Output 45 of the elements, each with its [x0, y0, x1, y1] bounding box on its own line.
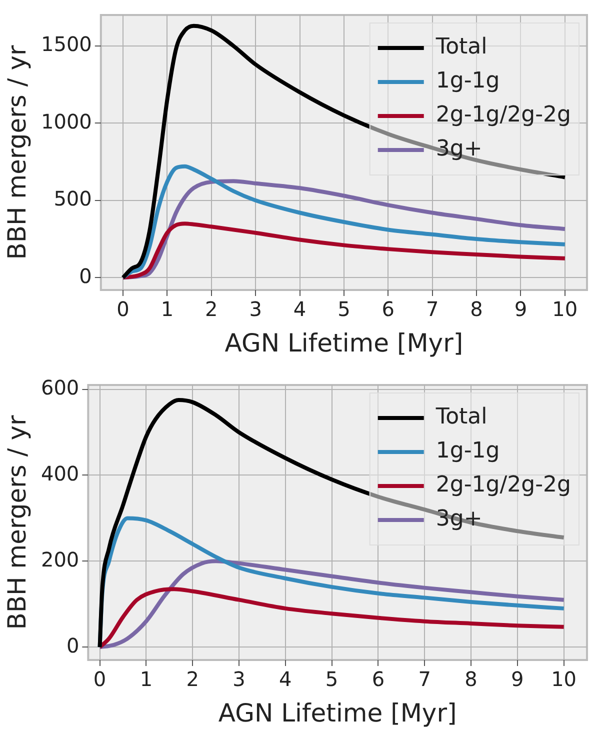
x-tick-label: 7	[418, 667, 431, 692]
line-series	[120, 222, 567, 280]
x-tick-label: 1	[160, 297, 174, 322]
x-axis-title: AGN Lifetime [Myr]	[218, 698, 457, 728]
x-tick-label: 0	[116, 297, 130, 322]
legend-label: Total	[434, 34, 488, 60]
legend-label: 2g-1g/2g-2g	[436, 102, 572, 128]
y-tick-label: 0	[79, 264, 92, 288]
y-tick-label: 600	[40, 376, 80, 400]
x-tick-label: 9	[511, 667, 524, 692]
y-tick-label: 200	[40, 547, 80, 572]
y-tick-label: 1000	[40, 109, 92, 134]
x-tick-label: 2	[205, 297, 218, 322]
legend-label: 3g+	[436, 136, 482, 162]
legend-label: 1g-1g	[436, 438, 500, 464]
y-axis-title: BBH mergers / yr	[2, 44, 32, 260]
y-tick-label: 0	[66, 633, 80, 658]
x-tick-label: 10	[552, 297, 578, 322]
x-tick-label: 5	[338, 297, 350, 322]
legend-label: 2g-1g/2g-2g	[436, 472, 572, 498]
y-tick-label: 500	[54, 186, 92, 211]
x-tick-label: 9	[514, 297, 528, 322]
x-tick-label: 4	[279, 667, 292, 692]
x-tick-label: 8	[464, 667, 478, 692]
x-tick-label: 8	[470, 297, 483, 322]
x-tick-label: 10	[551, 667, 577, 692]
x-tick-label: 6	[372, 667, 385, 692]
x-tick-label: 1	[140, 667, 153, 692]
y-axis-title: BBH mergers / yr	[2, 414, 32, 630]
y-tick-label: 400	[40, 461, 80, 486]
legend-label: Total	[434, 404, 488, 430]
legend-label: 3g+	[436, 506, 482, 532]
x-tick-label: 7	[426, 297, 439, 322]
line-series	[98, 559, 566, 650]
legend-label: 1g-1g	[436, 68, 500, 94]
y-tick-label: 1500	[40, 32, 92, 56]
x-tick-label: 3	[249, 297, 262, 322]
line-series	[98, 587, 566, 650]
line-series	[120, 24, 567, 280]
x-tick-label: 3	[232, 667, 246, 692]
x-tick-label: 5	[325, 667, 338, 692]
x-tick-label: 6	[382, 297, 395, 322]
x-tick-label: 4	[293, 297, 306, 322]
x-axis-title: AGN Lifetime [Myr]	[224, 328, 464, 358]
x-tick-label: 2	[186, 667, 199, 692]
